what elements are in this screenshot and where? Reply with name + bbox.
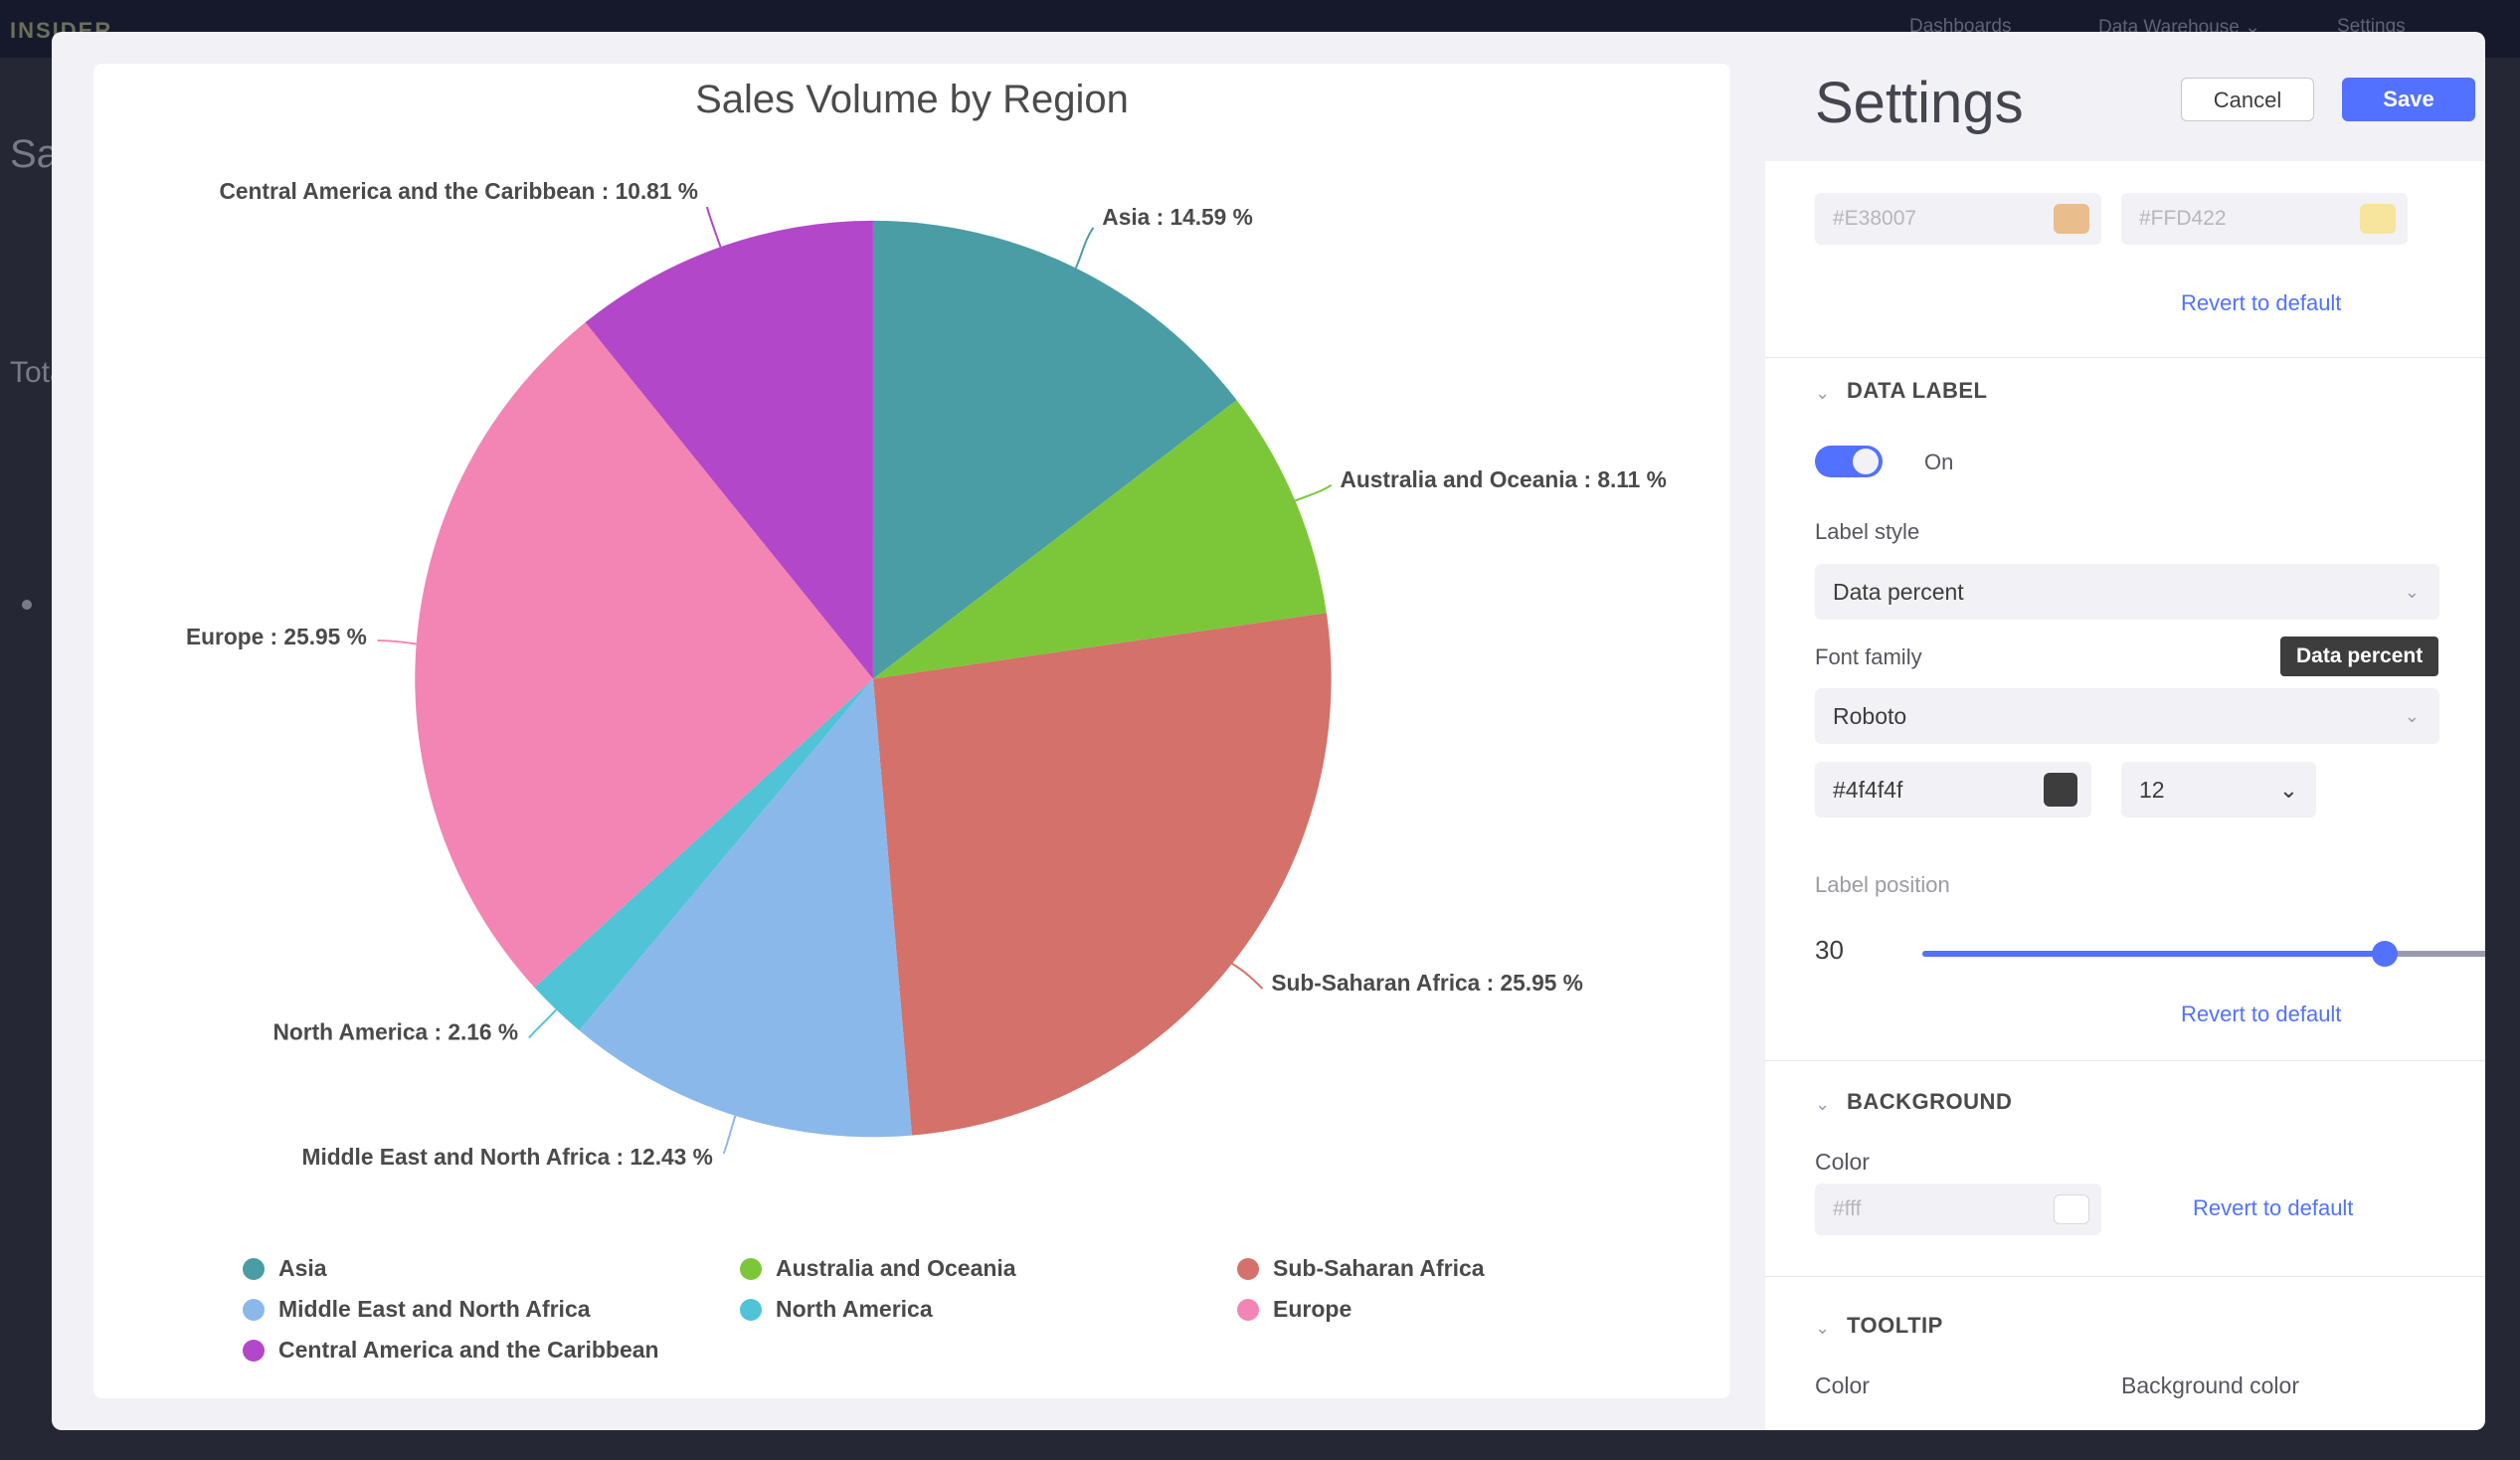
svg-text:Sub-Saharan Africa : 25.95 %: Sub-Saharan Africa : 25.95 % xyxy=(1271,970,1583,996)
svg-text:Central America and the Caribb: Central America and the Caribbean : 10.8… xyxy=(220,178,698,204)
svg-text:Middle East and North Africa :: Middle East and North Africa : 12.43 % xyxy=(302,1144,713,1170)
svg-text:Australia and Oceania : 8.11 %: Australia and Oceania : 8.11 % xyxy=(1341,466,1667,492)
svg-text:Europe : 25.95 %: Europe : 25.95 % xyxy=(186,624,367,649)
svg-text:North America : 2.16 %: North America : 2.16 % xyxy=(272,1018,518,1044)
svg-text:Asia : 14.59 %: Asia : 14.59 % xyxy=(1102,204,1253,230)
